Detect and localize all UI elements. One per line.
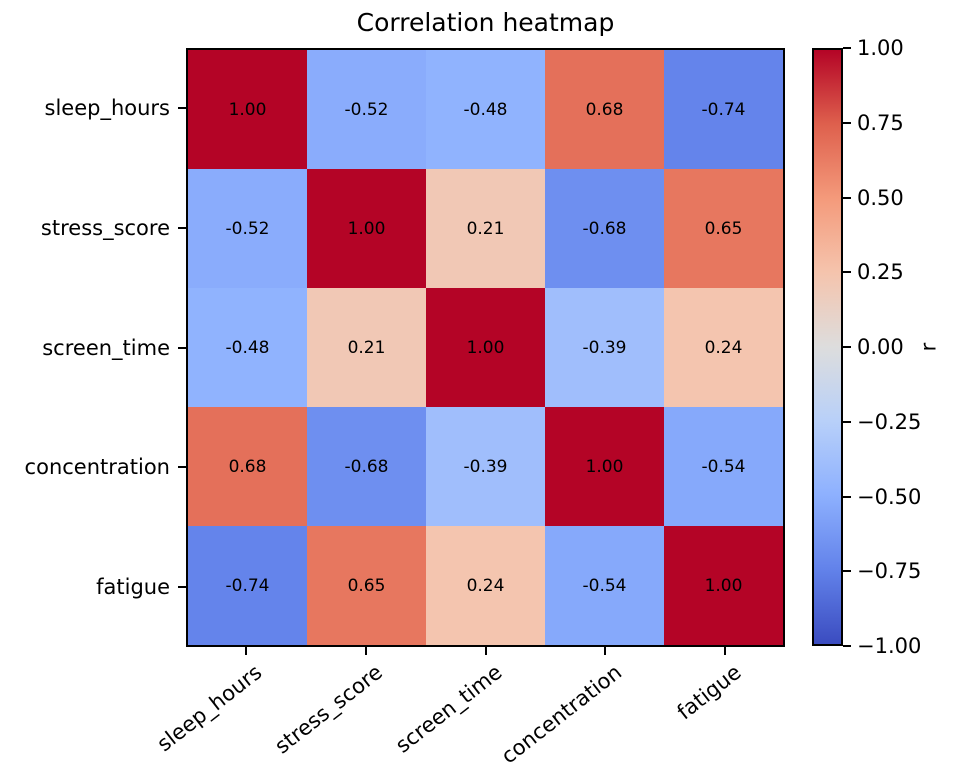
cell-value: -0.54 <box>701 456 746 477</box>
colorbar-axis-label: r <box>916 342 941 352</box>
cell-value: 1.00 <box>704 575 743 596</box>
heatmap-cell-sleep_hours-sleep_hours: 1.00 <box>188 50 307 169</box>
heatmap-cell-fatigue-fatigue: 1.00 <box>664 526 783 645</box>
colorbar-tick-label: −1.00 <box>857 634 922 658</box>
cell-value: -0.74 <box>701 99 746 120</box>
x-tick-mark <box>724 647 727 655</box>
heatmap-cell-concentration-fatigue: -0.54 <box>664 407 783 526</box>
cell-value: 1.00 <box>228 99 267 120</box>
colorbar-tick-mark <box>843 420 851 423</box>
cell-value: -0.39 <box>582 337 627 358</box>
x-tick-mark <box>484 647 487 655</box>
heatmap-cell-screen_time-sleep_hours: -0.48 <box>188 288 307 407</box>
colorbar-tick-mark <box>843 121 851 124</box>
colorbar <box>812 48 843 646</box>
heatmap-cell-screen_time-concentration: -0.39 <box>545 288 664 407</box>
heatmap-cell-concentration-screen_time: -0.39 <box>426 407 545 526</box>
cell-value: 0.68 <box>228 456 267 477</box>
colorbar-tick-mark <box>843 495 851 498</box>
heatmap-cell-fatigue-sleep_hours: -0.74 <box>188 526 307 645</box>
heatmap-cell-concentration-stress_score: -0.68 <box>307 407 426 526</box>
y-tick-mark <box>178 106 186 109</box>
heatmap-cell-concentration-concentration: 1.00 <box>545 407 664 526</box>
y-tick-mark <box>178 226 186 229</box>
y-tick-mark <box>178 586 186 589</box>
cell-value: -0.48 <box>225 337 270 358</box>
y-tick-mark <box>178 346 186 349</box>
chart-title: Correlation heatmap <box>356 8 615 37</box>
cell-value: 0.65 <box>704 218 743 239</box>
cell-value: 0.24 <box>466 575 505 596</box>
cell-value: -0.74 <box>225 575 270 596</box>
y-tick-label-stress_score: stress_score <box>40 215 170 240</box>
cell-value: 1.00 <box>585 456 624 477</box>
cell-value: 0.65 <box>347 575 386 596</box>
colorbar-tick-label: 0.00 <box>857 335 904 359</box>
colorbar-tick-mark <box>843 645 851 647</box>
colorbar-tick-label: −0.50 <box>857 484 922 509</box>
cell-value: -0.68 <box>344 456 389 477</box>
heatmap-cell-sleep_hours-concentration: 0.68 <box>545 50 664 169</box>
colorbar-tick-label: −0.75 <box>857 559 922 584</box>
heatmap-cell-fatigue-stress_score: 0.65 <box>307 526 426 645</box>
heatmap-cell-stress_score-sleep_hours: -0.52 <box>188 169 307 288</box>
colorbar-tick-label: −0.25 <box>857 409 922 434</box>
colorbar-tick-mark <box>843 47 851 49</box>
heatmap-cell-screen_time-screen_time: 1.00 <box>426 288 545 407</box>
heatmap-cell-screen_time-stress_score: 0.21 <box>307 288 426 407</box>
colorbar-tick-label: 0.50 <box>857 185 904 210</box>
x-tick-label-screen_time: screen_time <box>390 660 507 758</box>
x-tick-mark <box>604 647 607 655</box>
y-tick-label-concentration: concentration <box>24 455 170 480</box>
cell-value: 0.21 <box>466 218 505 239</box>
y-tick-mark <box>178 466 186 469</box>
cell-value: 1.00 <box>466 337 505 358</box>
cell-value: -0.54 <box>582 575 627 596</box>
heatmap-cell-screen_time-fatigue: 0.24 <box>664 288 783 407</box>
cell-value: -0.68 <box>582 218 627 239</box>
heatmap-cell-stress_score-screen_time: 0.21 <box>426 169 545 288</box>
colorbar-tick-label: 0.75 <box>857 110 904 135</box>
x-tick-label-stress_score: stress_score <box>269 660 387 759</box>
cell-value: -0.52 <box>344 99 389 120</box>
colorbar-tick-label: 1.00 <box>857 36 904 60</box>
cell-value: 0.68 <box>585 99 624 120</box>
colorbar-tick-mark <box>843 570 851 573</box>
heatmap-cell-sleep_hours-stress_score: -0.52 <box>307 50 426 169</box>
colorbar-tick-label: 0.25 <box>857 260 904 285</box>
y-tick-label-screen_time: screen_time <box>42 335 170 360</box>
heatmap-cell-sleep_hours-screen_time: -0.48 <box>426 50 545 169</box>
x-tick-mark <box>244 647 247 655</box>
heatmap-grid: 1.00 -0.52 -0.48 0.68 -0.74 -0.52 1.00 0.21 -0.6… <box>186 48 785 647</box>
y-tick-label-fatigue: fatigue <box>96 575 170 600</box>
y-tick-label-sleep_hours: sleep_hours <box>44 95 171 120</box>
cell-value: -0.39 <box>463 456 508 477</box>
colorbar-tick-mark <box>843 271 851 274</box>
colorbar-tick-mark <box>843 196 851 199</box>
x-tick-mark <box>364 647 367 655</box>
heatmap-cell-stress_score-fatigue: 0.65 <box>664 169 783 288</box>
x-tick-label-fatigue: fatigue <box>672 660 746 725</box>
heatmap-cell-concentration-sleep_hours: 0.68 <box>188 407 307 526</box>
x-tick-label-sleep_hours: sleep_hours <box>153 660 267 757</box>
cell-value: 1.00 <box>347 218 386 239</box>
cell-value: 0.24 <box>704 337 743 358</box>
heatmap-cell-fatigue-concentration: -0.54 <box>545 526 664 645</box>
cell-value: 0.21 <box>347 337 386 358</box>
x-tick-label-concentration: concentration <box>496 660 627 769</box>
heatmap-cell-stress_score-concentration: -0.68 <box>545 169 664 288</box>
heatmap-cell-fatigue-screen_time: 0.24 <box>426 526 545 645</box>
cell-value: -0.48 <box>463 99 508 120</box>
cell-value: -0.52 <box>225 218 270 239</box>
heatmap-cell-stress_score-stress_score: 1.00 <box>307 169 426 288</box>
heatmap-cell-sleep_hours-fatigue: -0.74 <box>664 50 783 169</box>
colorbar-tick-mark <box>843 346 851 348</box>
